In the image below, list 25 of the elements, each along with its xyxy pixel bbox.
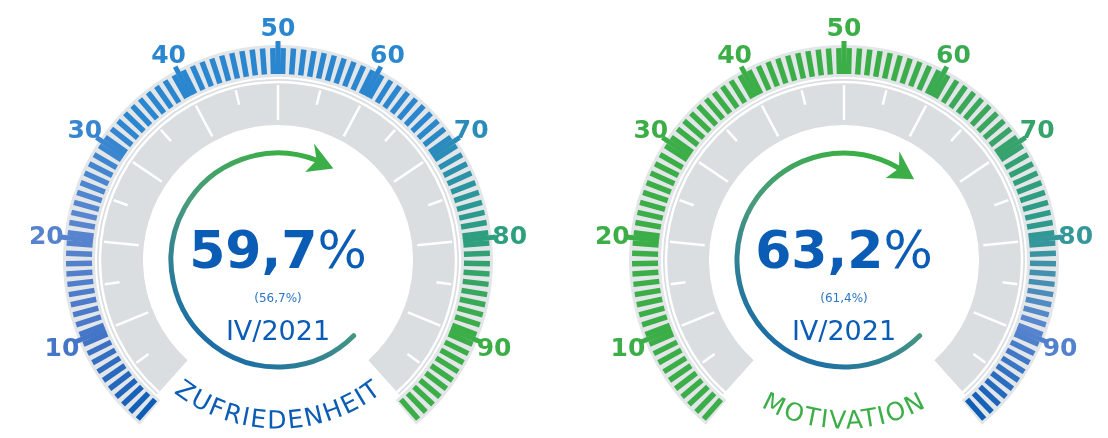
text: 60 (935, 39, 971, 69)
text: 30 (633, 115, 669, 145)
text: 90 (476, 332, 512, 362)
text: 80 (1058, 221, 1094, 251)
text: 10 (44, 332, 80, 362)
text: MOTIVATION (758, 386, 930, 435)
text: 70 (453, 115, 489, 145)
text: 50 (826, 12, 862, 42)
text: (56,7%) (254, 291, 302, 305)
text: 10 (610, 332, 646, 362)
data-label: 63,2% (755, 220, 933, 280)
text: 40 (717, 39, 753, 69)
text: 50 (260, 12, 296, 42)
text: 30 (67, 115, 103, 145)
text: 40 (151, 39, 187, 69)
text: 70 (1019, 115, 1055, 145)
text: 20 (28, 221, 64, 251)
text: 80 (492, 221, 528, 251)
text: 60 (369, 39, 405, 69)
text: IV/2021 (225, 315, 331, 346)
text: 20 (594, 221, 630, 251)
text: 90 (1042, 332, 1078, 362)
data-label: 59,7% (189, 220, 367, 280)
text: (61,4%) (820, 291, 868, 305)
text: IV/2021 (791, 315, 897, 346)
